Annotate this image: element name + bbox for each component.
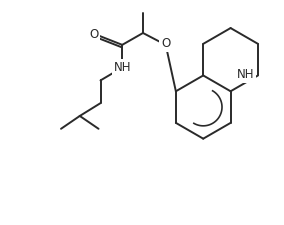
Text: O: O (161, 37, 170, 50)
Text: NH: NH (114, 61, 131, 74)
Text: NH: NH (237, 68, 254, 81)
Text: O: O (89, 29, 98, 41)
